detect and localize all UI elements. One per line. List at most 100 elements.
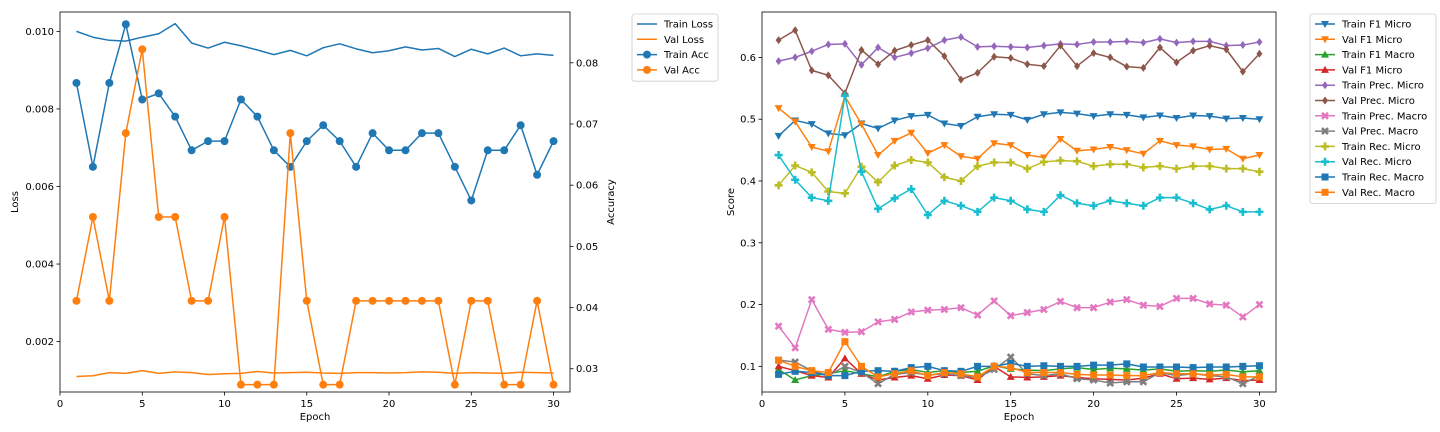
data-point: [1222, 370, 1230, 378]
y-tick-label: 0.4: [740, 176, 756, 187]
data-point: [956, 176, 965, 185]
data-point: [1205, 205, 1214, 214]
series-line: [777, 94, 1260, 216]
data-point: [1006, 196, 1015, 205]
data-point: [467, 296, 476, 305]
data-point: [1255, 207, 1264, 216]
x-tick-label: 15: [300, 399, 313, 410]
data-point: [467, 196, 476, 205]
legend-marker: [1321, 188, 1329, 196]
data-point: [500, 380, 509, 389]
data-point: [908, 49, 915, 58]
data-point: [1205, 162, 1214, 171]
data-point: [824, 325, 833, 334]
data-point: [1106, 379, 1115, 387]
data-point: [974, 373, 982, 381]
data-point: [841, 338, 849, 346]
data-point: [874, 125, 883, 133]
data-point: [1172, 193, 1181, 202]
data-point: [1139, 363, 1147, 371]
data-point: [974, 42, 981, 51]
data-point: [923, 150, 932, 158]
data-point: [1023, 373, 1032, 381]
data-point: [1122, 147, 1131, 155]
data-point: [1024, 60, 1031, 69]
data-point: [1039, 305, 1048, 314]
y2-tick-label: 0.05: [576, 242, 598, 253]
series-markers: [774, 91, 1264, 219]
x-axis-label: Epoch: [1004, 412, 1035, 423]
x-tick-label: 20: [383, 399, 396, 410]
data-point: [1239, 41, 1246, 50]
x-tick-label: 20: [1087, 399, 1100, 410]
y-tick-label: 0.002: [25, 337, 54, 348]
legend-label: Train Rec. Micro: [1341, 142, 1421, 153]
legend: Train F1 Micro Val F1 Micro Train F1 Macro…: [1309, 13, 1437, 205]
data-point: [956, 153, 965, 161]
data-point: [857, 121, 866, 129]
data-point: [352, 162, 361, 171]
data-point: [1189, 112, 1198, 120]
data-point: [1255, 116, 1264, 124]
legend-label: Train Acc: [663, 50, 709, 61]
data-point: [857, 167, 866, 176]
data-point: [1189, 143, 1198, 151]
data-point: [1090, 371, 1098, 379]
data-point: [774, 151, 783, 160]
y-tick-label: 0.2: [740, 300, 756, 311]
data-point: [890, 117, 899, 125]
data-point: [940, 120, 949, 128]
x-tick-label: 30: [547, 399, 560, 410]
data-point: [1073, 303, 1081, 312]
data-point: [1172, 142, 1181, 150]
data-point: [974, 362, 982, 370]
data-point: [1089, 113, 1098, 121]
data-point: [1155, 137, 1164, 145]
data-point: [808, 66, 815, 75]
x-tick-label: 30: [1253, 399, 1266, 410]
data-point: [500, 146, 509, 155]
data-point: [105, 296, 114, 305]
data-point: [1156, 302, 1164, 311]
data-point: [1206, 41, 1213, 50]
data-point: [253, 380, 262, 389]
legend-box: [1309, 13, 1437, 205]
data-point: [1056, 109, 1065, 117]
y-tick-label: 0.008: [25, 104, 54, 115]
data-point: [1222, 115, 1231, 123]
data-point: [1173, 38, 1180, 47]
data-point: [990, 193, 999, 202]
data-point: [319, 380, 328, 389]
data-point: [1006, 158, 1015, 167]
data-point: [1122, 295, 1131, 304]
chart-1: 0 5 10 15 20 25 30Epoch0.0020.0040.0060.0080.0…: [10, 11, 719, 423]
data-point: [807, 121, 816, 129]
data-point: [890, 315, 899, 324]
data-point: [549, 380, 558, 389]
legend-marker: [1322, 81, 1328, 90]
y2-axis-label: Accuracy: [606, 179, 617, 225]
data-point: [990, 111, 999, 119]
legend-label: Val Rec. Micro: [1342, 157, 1412, 168]
series-line: [75, 48, 555, 386]
data-point: [775, 36, 782, 45]
data-point: [907, 185, 916, 194]
series-markers: [72, 20, 558, 205]
data-point: [973, 155, 982, 163]
data-point: [417, 129, 426, 138]
legend-label: Val Loss: [664, 35, 704, 46]
y-tick-label: 0.6: [740, 53, 756, 64]
data-point: [1172, 374, 1181, 382]
series-markers: [774, 155, 1264, 198]
data-point: [1156, 363, 1164, 371]
data-point: [1139, 372, 1147, 380]
data-point: [991, 42, 998, 51]
x-axis-label: Epoch: [300, 412, 331, 423]
data-point: [874, 373, 882, 381]
data-point: [957, 303, 965, 312]
data-point: [1139, 163, 1148, 172]
data-point: [1056, 135, 1065, 143]
legend-label: Train Rec. Macro: [1341, 173, 1424, 184]
plot-frame: [59, 11, 571, 393]
